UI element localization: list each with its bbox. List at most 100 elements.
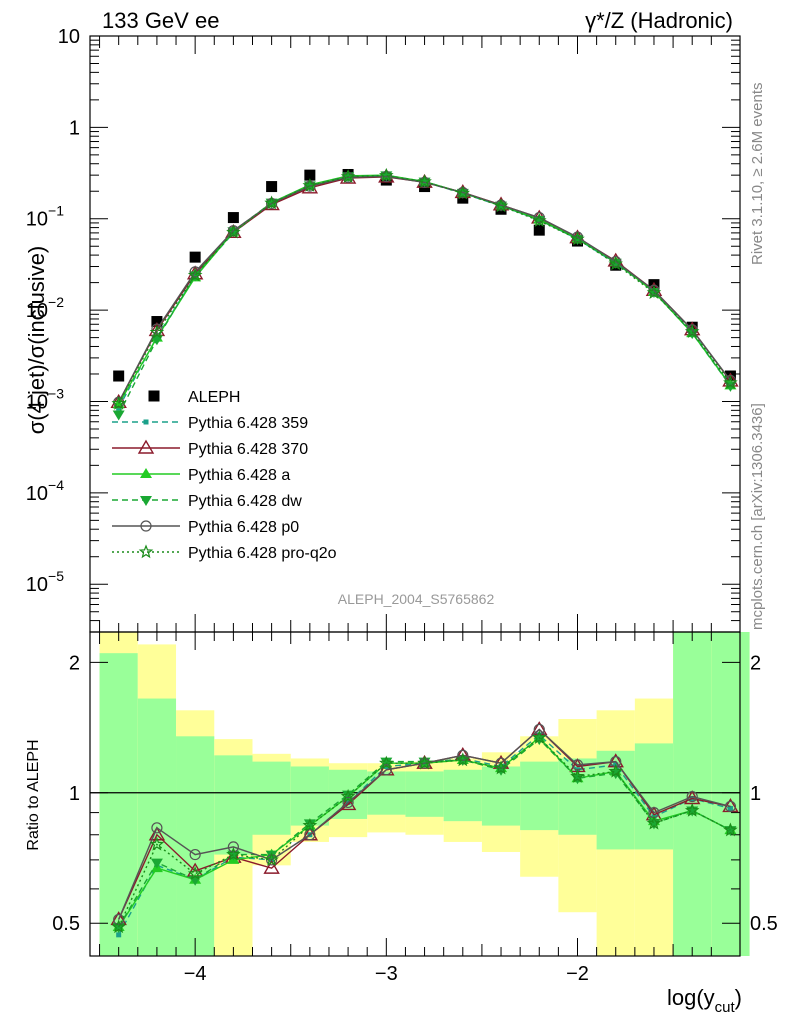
band-green [214,755,253,855]
data-point [686,790,698,803]
data-point [111,395,126,410]
xlabel: log(ycut) [667,985,742,1016]
data-point [727,805,733,811]
data-point [113,370,125,382]
data-point [379,167,394,182]
legend-label: Pythia 6.428 p0 [188,519,299,536]
ratio-plot-frame [89,631,741,957]
band-green [443,769,482,822]
ytick-label: 10−1 [26,203,64,231]
data-point [187,267,203,282]
data-point [724,800,737,813]
ratio-ytick-label-right: 2 [750,652,761,674]
data-point [608,256,623,271]
legend-marker [143,419,149,425]
ratio-ytick-label-right: 1 [750,783,761,805]
series-line [118,174,732,415]
data-point [380,764,392,776]
legend-marker [140,520,152,532]
data-point [684,802,700,817]
ratio-uncertainty-bands [99,632,750,956]
legend-label: ALEPH [188,389,240,406]
data-point [342,796,354,809]
data-point [340,169,356,183]
data-point [111,919,126,934]
ratio-ytick-label: 2 [69,652,80,674]
data-point [570,768,585,783]
legend-label: Pythia 6.428 370 [188,441,308,458]
data-point [723,822,738,837]
ytick-label: 10−4 [26,477,64,505]
legend: ALEPH Pythia 6.428 359 Pythia 6.428 370 Pyt… [112,389,337,562]
data-point [455,752,471,767]
data-point [533,211,545,224]
data-point [533,723,545,736]
main-series-group [110,167,739,421]
data-point [227,841,239,853]
header-right: γ*/Z (Hadronic) [585,8,733,33]
ytick-label: 10−5 [26,568,64,596]
legend-marker [138,544,154,559]
data-point [149,836,165,851]
data-point [379,755,394,770]
xtick-label: −4 [184,963,207,985]
data-point [149,324,165,339]
data-point [112,410,125,421]
data-point [684,324,700,338]
band-green [290,766,329,826]
data-point [151,822,163,834]
data-point [608,763,623,778]
series-5 [113,170,737,408]
data-point [302,817,318,832]
data-point [646,815,662,830]
band-green [252,761,291,835]
data-point [533,224,545,236]
data-point [417,755,432,770]
legend-item: Pythia 6.428 a [112,467,290,484]
series-2 [110,168,739,408]
series-5 [111,730,738,934]
legend-item: Pythia 6.428 359 [112,415,308,432]
band-green [711,632,750,956]
data-point [340,788,356,803]
legend-label: Pythia 6.428 359 [188,415,308,432]
data-point [339,796,357,811]
ratio-axis-ticks: 0.5 0.5 1 1 2 2 −4 −3 −2 [52,36,778,985]
data-point [570,231,585,246]
data-point [189,266,201,278]
series-line [118,175,732,409]
legend-item: Pythia 6.428 p0 [112,519,299,536]
legend-item: Pythia 6.428 dw [112,493,302,510]
data-point [150,335,163,346]
xtick-label: −3 [375,963,398,985]
data-point [113,913,125,926]
legend-item: ALEPH [148,389,240,406]
ytick-label: 1 [69,117,80,139]
data-point [264,852,279,867]
legend-marker [148,390,160,402]
series-line [118,728,731,920]
band-green [673,632,712,956]
header-left: 133 GeV ee [102,8,219,33]
band-green [520,761,559,831]
data-point [266,181,278,193]
data-point [116,932,122,938]
ratio-series-group [110,721,739,938]
band-green [405,771,444,817]
data-point [151,316,163,328]
data-point [226,224,241,239]
series-4 [112,171,737,421]
data-point [723,375,738,390]
series-line [118,175,732,403]
data-point [455,185,471,200]
data-point [457,749,469,761]
legend-label: Pythia 6.428 dw [188,493,302,510]
legend-item: Pythia 6.428 370 [112,439,308,458]
data-point [532,213,547,227]
legend-item: Pythia 6.428 pro-q2o [112,544,337,562]
ytick-label: 10 [58,26,80,48]
data-point [493,198,509,213]
